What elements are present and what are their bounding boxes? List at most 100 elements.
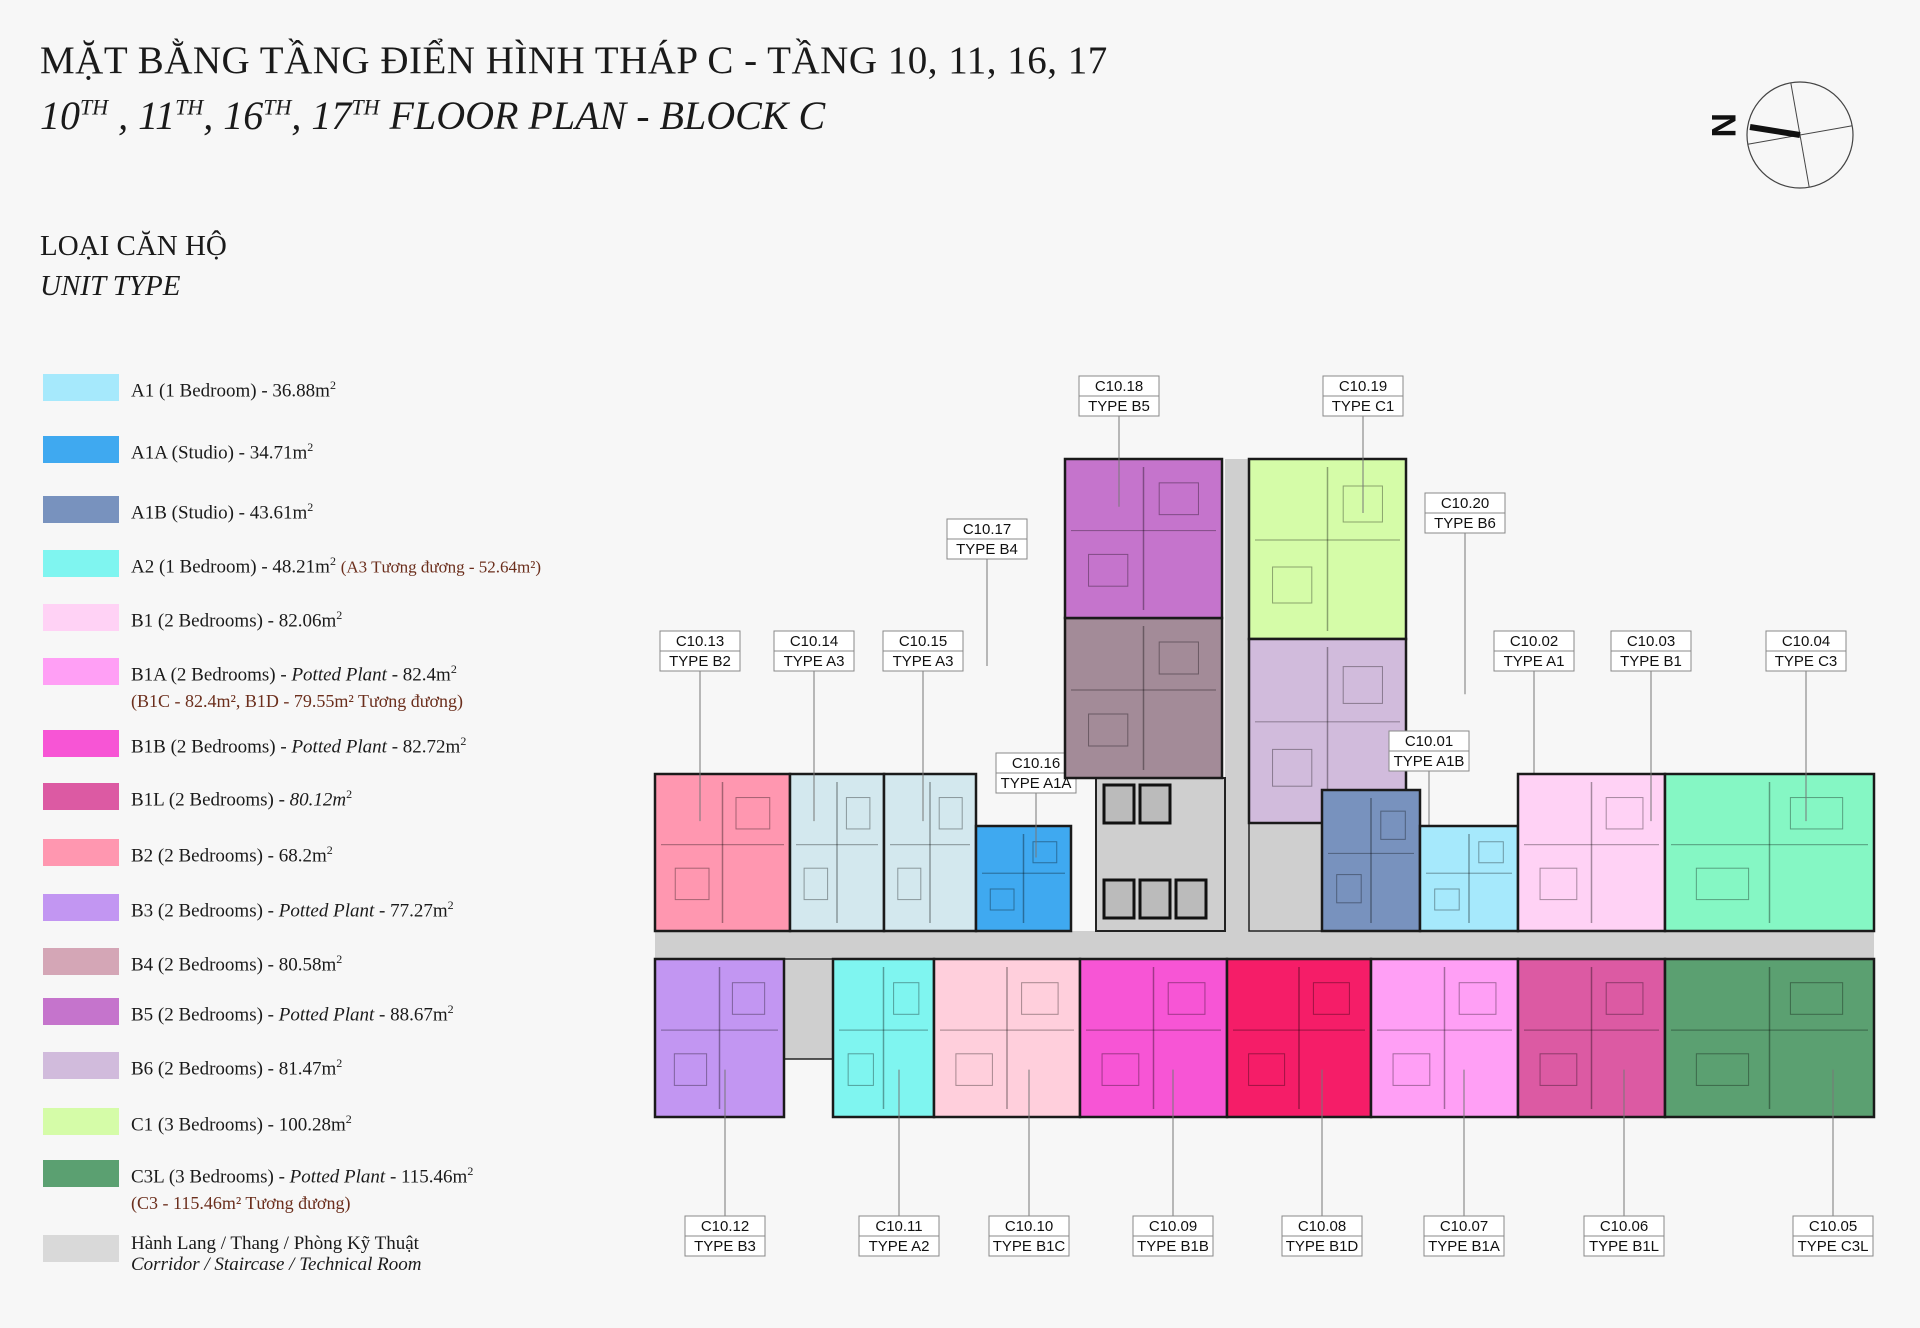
furniture-outline <box>845 797 871 830</box>
furniture-outline <box>803 867 829 901</box>
furniture-outline <box>1539 867 1578 901</box>
legend-sup: 2 <box>467 1164 474 1178</box>
legend-text: - 115.46m <box>385 1166 468 1188</box>
legend-subtitle: UNIT TYPE <box>40 270 181 302</box>
legend-label: A1 (1 Bedroom) - 36.88m2 <box>131 372 336 404</box>
subtitle-part: , 11 <box>108 93 176 138</box>
legend-sup: 2 <box>346 787 353 801</box>
unit-code: C10.18 <box>1095 378 1143 395</box>
legend-swatch <box>43 1052 119 1079</box>
page-subtitle: 10TH , 11TH, 16TH, 17TH FLOOR PLAN - BLO… <box>40 92 825 139</box>
unit-type: TYPE B4 <box>956 541 1018 558</box>
unit-code: C10.04 <box>1782 633 1830 650</box>
furniture-outline <box>735 797 771 830</box>
unit-type: TYPE A2 <box>869 1238 930 1255</box>
legend-text: Hành Lang / Thang / Phòng Kỹ Thuật <box>131 1233 419 1254</box>
unit-C10-05 <box>1663 957 1876 1119</box>
legend-swatch <box>43 496 119 523</box>
unit-C10-18 <box>1063 457 1224 620</box>
legend-item: A1A (Studio) - 34.71m2 <box>43 434 313 466</box>
subtitle-part: , 17 <box>291 93 352 138</box>
legend-label: C3L (3 Bedrooms) - Potted Plant - 115.46… <box>131 1158 473 1216</box>
unit-code: C10.08 <box>1298 1218 1346 1235</box>
legend-swatch <box>43 948 119 975</box>
unit-C10-12 <box>653 957 786 1119</box>
unit-C10-04 <box>1663 772 1876 933</box>
furniture-outline <box>1605 982 1644 1015</box>
furniture-outline <box>1695 867 1750 901</box>
furniture-outline <box>955 1053 993 1086</box>
unit-C10-14 <box>788 772 886 933</box>
furniture-outline <box>1167 982 1206 1015</box>
unit-type: TYPE A3 <box>893 653 954 670</box>
unit-C10-02 <box>1418 824 1520 933</box>
horizontal-corridor <box>655 931 1874 959</box>
legend-label: B5 (2 Bedrooms) - Potted Plant - 88.67m2 <box>131 996 454 1028</box>
legend-text: B5 (2 Bedrooms) - <box>131 1004 279 1026</box>
legend-item: C3L (3 Bedrooms) - Potted Plant - 115.46… <box>43 1158 473 1216</box>
legend-italic: Potted Plant <box>291 664 387 686</box>
furniture-outline <box>1789 982 1844 1015</box>
legend-label: B6 (2 Bedrooms) - 81.47m2 <box>131 1050 342 1082</box>
legend-item: A1B (Studio) - 43.61m2 <box>43 494 313 526</box>
legend-item: A1 (1 Bedroom) - 36.88m2 <box>43 372 336 404</box>
legend-swatch <box>43 1108 119 1135</box>
legend-italic: Potted Plant <box>289 1166 386 1188</box>
furniture-outline <box>1101 1053 1140 1086</box>
legend-italic: 80.12m <box>289 789 347 811</box>
legend-label: B2 (2 Bedrooms) - 68.2m2 <box>131 837 333 869</box>
unit-C10-16 <box>974 824 1073 933</box>
legend-sup: 2 <box>447 898 454 912</box>
elevator-shaft <box>1102 783 1136 825</box>
legend-item: B3 (2 Bedrooms) - Potted Plant - 77.27m2 <box>43 892 454 924</box>
legend-sup: 2 <box>329 554 336 568</box>
legend-sup: 2 <box>329 378 336 392</box>
legend-sup: 2 <box>336 608 343 622</box>
legend-text: C1 (3 Bedrooms) - 100.28m <box>131 1114 346 1136</box>
unit-type: TYPE B1L <box>1589 1238 1659 1255</box>
unit-type: TYPE B1A <box>1428 1238 1500 1255</box>
unit-code: C10.15 <box>899 633 947 650</box>
unit-C10-09 <box>1078 957 1229 1119</box>
legend-sup: 2 <box>460 734 467 748</box>
unit-type: TYPE B2 <box>669 653 731 670</box>
unit-C10-11 <box>831 957 936 1119</box>
furniture-outline <box>1789 797 1844 830</box>
staircase-east <box>1248 822 1323 932</box>
unit-code: C10.09 <box>1149 1218 1197 1235</box>
legend-label: C1 (3 Bedrooms) - 100.28m2 <box>131 1106 352 1138</box>
furniture-outline <box>1380 810 1406 840</box>
furniture-outline <box>674 867 710 901</box>
legend-item: C1 (3 Bedrooms) - 100.28m2 <box>43 1106 352 1138</box>
legend-label: A1B (Studio) - 43.61m2 <box>131 494 313 526</box>
legend-label: B1A (2 Bedrooms) - Potted Plant - 82.4m2… <box>131 656 463 714</box>
legend-title: LOẠI CĂN HỘ <box>40 230 227 262</box>
unit-code: C10.05 <box>1809 1218 1857 1235</box>
unit-type: TYPE B1 <box>1620 653 1682 670</box>
legend-item: B1A (2 Bedrooms) - Potted Plant - 82.4m2… <box>43 656 463 714</box>
legend-text: A1A (Studio) - 34.71m <box>131 442 308 464</box>
elevator-shaft <box>1138 878 1172 920</box>
furniture-outline <box>989 888 1015 911</box>
legend-item: B5 (2 Bedrooms) - Potted Plant - 88.67m2 <box>43 996 454 1028</box>
unit-code: C10.10 <box>1005 1218 1053 1235</box>
legend-label: Hành Lang / Thang / Phòng Kỹ Thuật Corrid… <box>131 1233 421 1275</box>
legend-swatch <box>43 550 119 577</box>
unit-code: C10.01 <box>1405 733 1453 750</box>
unit-code: C10.17 <box>963 521 1011 538</box>
unit-type: TYPE A3 <box>784 653 845 670</box>
unit-type: TYPE B1C <box>993 1238 1066 1255</box>
unit-code: C10.03 <box>1627 633 1675 650</box>
legend-text: A1 (1 Bedroom) - 36.88m <box>131 380 330 402</box>
unit-type: TYPE B1D <box>1286 1238 1359 1255</box>
unit-type: TYPE B3 <box>694 1238 756 1255</box>
unit-code: C10.14 <box>790 633 838 650</box>
legend-text: A2 (1 Bedroom) - 48.21m <box>131 556 330 578</box>
furniture-outline <box>847 1053 874 1086</box>
furniture-outline <box>1088 713 1129 747</box>
legend-note: (A3 Tương đương - 52.64m²) <box>340 557 542 577</box>
vertical-corridor <box>1225 459 1249 959</box>
subtitle-sup: TH <box>175 94 204 120</box>
legend-text: B2 (2 Bedrooms) - 68.2m <box>131 845 327 867</box>
legend-italic: Potted Plant <box>278 1004 375 1026</box>
